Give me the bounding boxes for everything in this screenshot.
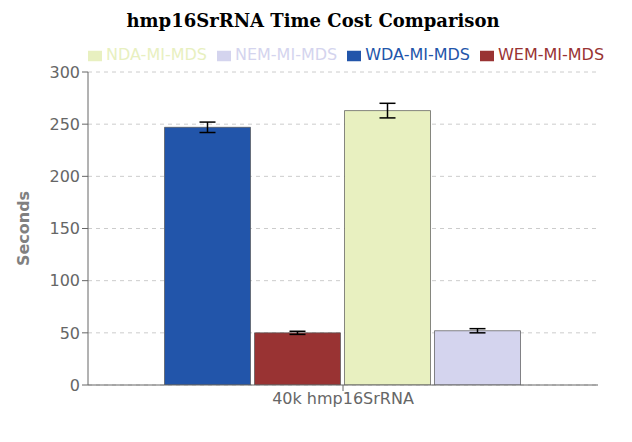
svg-text:300: 300 xyxy=(49,63,80,82)
svg-text:0: 0 xyxy=(70,376,80,395)
svg-text:100: 100 xyxy=(49,271,80,290)
html-text:NEM-MI-MDS: NEM-MI-MDS xyxy=(235,45,338,64)
svg-text:150: 150 xyxy=(49,219,80,238)
svg-text:40k hmp16SrRNA: 40k hmp16SrRNA xyxy=(272,389,414,408)
html-text:NDA-MI-MDS: NDA-MI-MDS xyxy=(106,45,207,64)
html-text:hmp16SrRNA Time Cost Compariso: hmp16SrRNA Time Cost Comparison xyxy=(126,10,500,31)
svg-text:Seconds: Seconds xyxy=(14,191,33,266)
html-text:WEM-MI-MDS: WEM-MI-MDS xyxy=(498,45,605,64)
html-text:WDA-MI-MDS: WDA-MI-MDS xyxy=(365,45,470,64)
svg-text:250: 250 xyxy=(49,115,80,134)
svg-text:200: 200 xyxy=(49,167,80,186)
svg-text:50: 50 xyxy=(60,324,80,343)
